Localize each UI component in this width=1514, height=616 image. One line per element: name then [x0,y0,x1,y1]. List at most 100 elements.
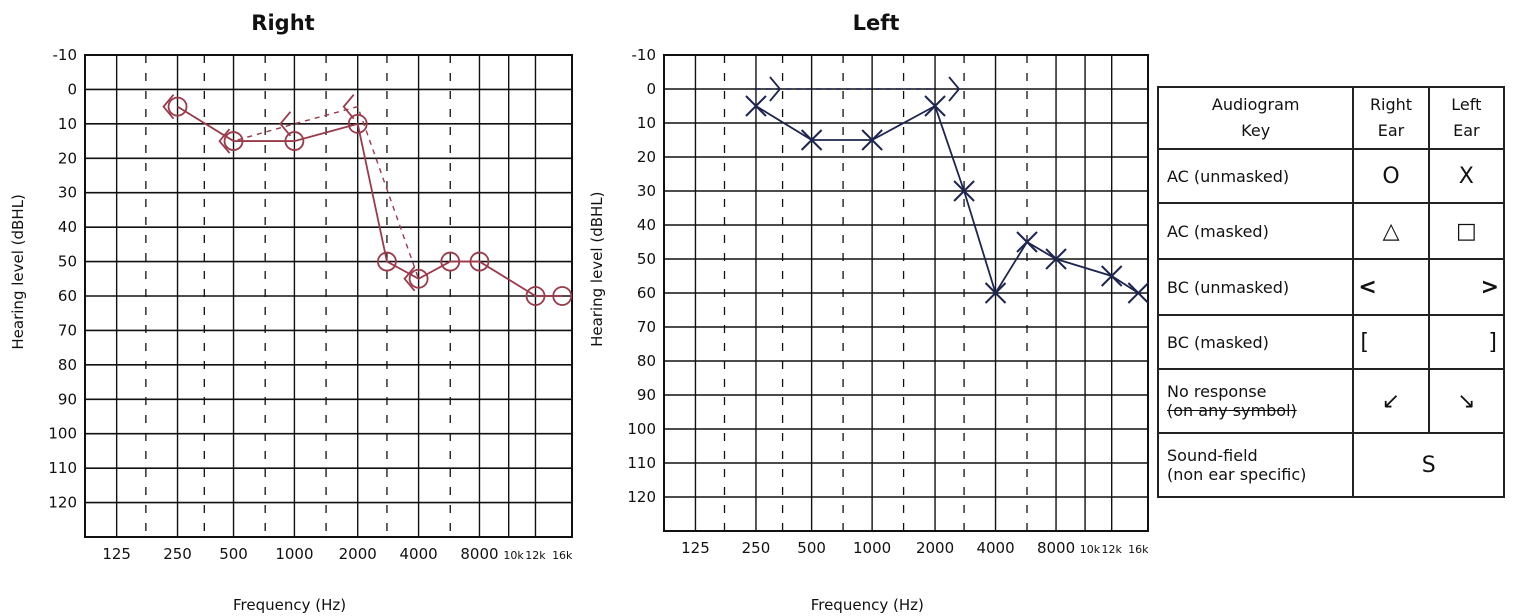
data-point-x [984,282,1007,304]
data-point-o [408,268,429,289]
x-tick-label: 500 [797,539,826,557]
data-point-x [924,95,946,117]
data-point-x [953,180,975,202]
y-tick-label: 20 [637,148,656,166]
left-bc-symbol: > [1427,258,1506,316]
y-tick-label: 40 [637,216,656,234]
y-tick-label: 90 [58,390,77,408]
right-audiogram: Right -10 0 10 20 30 40 50 60 70 80 90 100 110 120 125 2… [9,11,573,614]
data-point-o [223,131,244,151]
left-ac-symbol: X [1427,148,1506,204]
sound-field-symbol: S [1352,432,1505,498]
key-row-label: Sound-field (non ear specific) [1156,432,1355,498]
x-tick-label: 1000 [853,539,891,557]
data-point-x [1045,248,1067,270]
y-tick-label: 20 [58,149,77,167]
data-point-o [284,131,305,151]
y-tick-label: 50 [637,250,656,268]
data-point-x [745,95,767,117]
chart-title: Left [853,11,900,35]
y-tick-label: 90 [637,386,656,404]
key-row-label: AC (unmasked) [1156,148,1355,204]
y-tick-label: -10 [53,46,78,64]
x-tick-label: 125 [102,545,131,563]
chart-title: Right [251,11,314,35]
key-row-label: BC (masked) [1156,314,1355,370]
y-tick-label: 50 [58,253,77,271]
data-point-bc-right [218,128,231,154]
data-point-o [377,251,397,272]
y-tick-label: 10 [637,114,656,132]
y-tick-label: 100 [627,420,656,438]
sound-field-line2: (non ear specific) [1167,465,1307,484]
x-tick-label: 8000 [460,545,498,563]
y-tick-label: 70 [637,318,656,336]
x-axis-label: Frequency (Hz) [811,596,924,614]
data-point-x [1016,231,1038,253]
x-tick-label: 16k [1128,543,1149,556]
left-bc-masked-symbol: ] [1427,314,1506,370]
key-col-left-text: Left Ear [1451,95,1482,140]
x-tick-label: 500 [219,545,248,563]
y-tick-label: 70 [58,321,77,339]
y-axis-label: Hearing level (dBHL) [9,194,27,349]
data-point-o [347,113,368,134]
x-axis-label: Frequency (Hz) [233,596,346,614]
y-tick-label: 110 [627,454,656,472]
y-tick-label: 80 [637,352,656,370]
x-tick-label: 250 [742,539,771,557]
right-bc-symbol: < [1352,258,1430,316]
series-line-bc [177,105,420,280]
left-no-response-icon: ↘ [1427,368,1506,434]
series-line-ac [755,104,1139,296]
key-col-right: Right Ear [1352,86,1430,150]
y-tick-label: 120 [627,488,656,506]
data-point-x [800,129,823,151]
no-response-line1: No response [1167,382,1267,401]
key-header-text: Audiogram Key [1211,95,1300,140]
y-tick-label: -10 [632,46,657,64]
key-row-label: BC (unmasked) [1156,258,1355,316]
data-point-bc-right [342,94,355,120]
key-row-bc-unmasked: BC (unmasked) < > [1156,258,1506,316]
x-tick-label: 8000 [1037,539,1075,557]
key-row-ac-unmasked: AC (unmasked) O X [1156,148,1506,204]
y-tick-label: 40 [58,218,77,236]
audiogram-key-table: Audiogram Key Right Ear Left Ear AC (unm… [1156,86,1506,498]
x-tick-label: 1000 [275,545,313,563]
data-point-bc-left [948,76,961,102]
no-response-line2: (on any symbol) [1167,401,1297,420]
x-tick-label: 250 [163,545,192,563]
y-tick-label: 30 [58,184,77,202]
right-ac-symbol: O [1352,148,1430,204]
key-col-right-text: Right Ear [1369,95,1413,140]
y-tick-label: 120 [48,494,77,512]
left-audiogram: Left -10 0 10 20 30 40 50 60 70 80 90 100 110 120 125 25… [588,11,1149,614]
key-row-label: AC (masked) [1156,202,1355,260]
key-row-sound-field: Sound-field (non ear specific) S [1156,432,1505,498]
data-point-x [1127,282,1150,304]
data-point-x [1100,265,1123,287]
x-tick-label: 12k [525,549,546,562]
left-ac-masked-symbol: □ [1427,202,1506,260]
x-tick-label: 4000 [400,545,438,563]
y-tick-label: 80 [58,356,77,374]
x-tick-label: 12k [1102,543,1123,556]
y-tick-label: 60 [58,287,77,305]
key-row-no-response: No response (on any symbol) ↙ ↘ [1156,368,1506,434]
right-bc-masked-symbol: [ [1352,314,1430,370]
data-point-o [552,286,573,306]
key-row-label: No response (on any symbol) [1156,368,1355,434]
data-point-bc-right [403,266,416,292]
x-tick-label: 16k [552,549,573,562]
y-tick-label: 60 [637,284,656,302]
x-tick-label: 10k [503,549,524,562]
x-tick-label: 2000 [339,545,377,563]
data-point-x [861,129,883,151]
x-tick-label: 4000 [976,539,1014,557]
data-point-o [167,96,188,117]
x-tick-label: 125 [681,539,710,557]
right-no-response-icon: ↙ [1352,368,1430,434]
y-tick-label: 110 [48,459,77,477]
